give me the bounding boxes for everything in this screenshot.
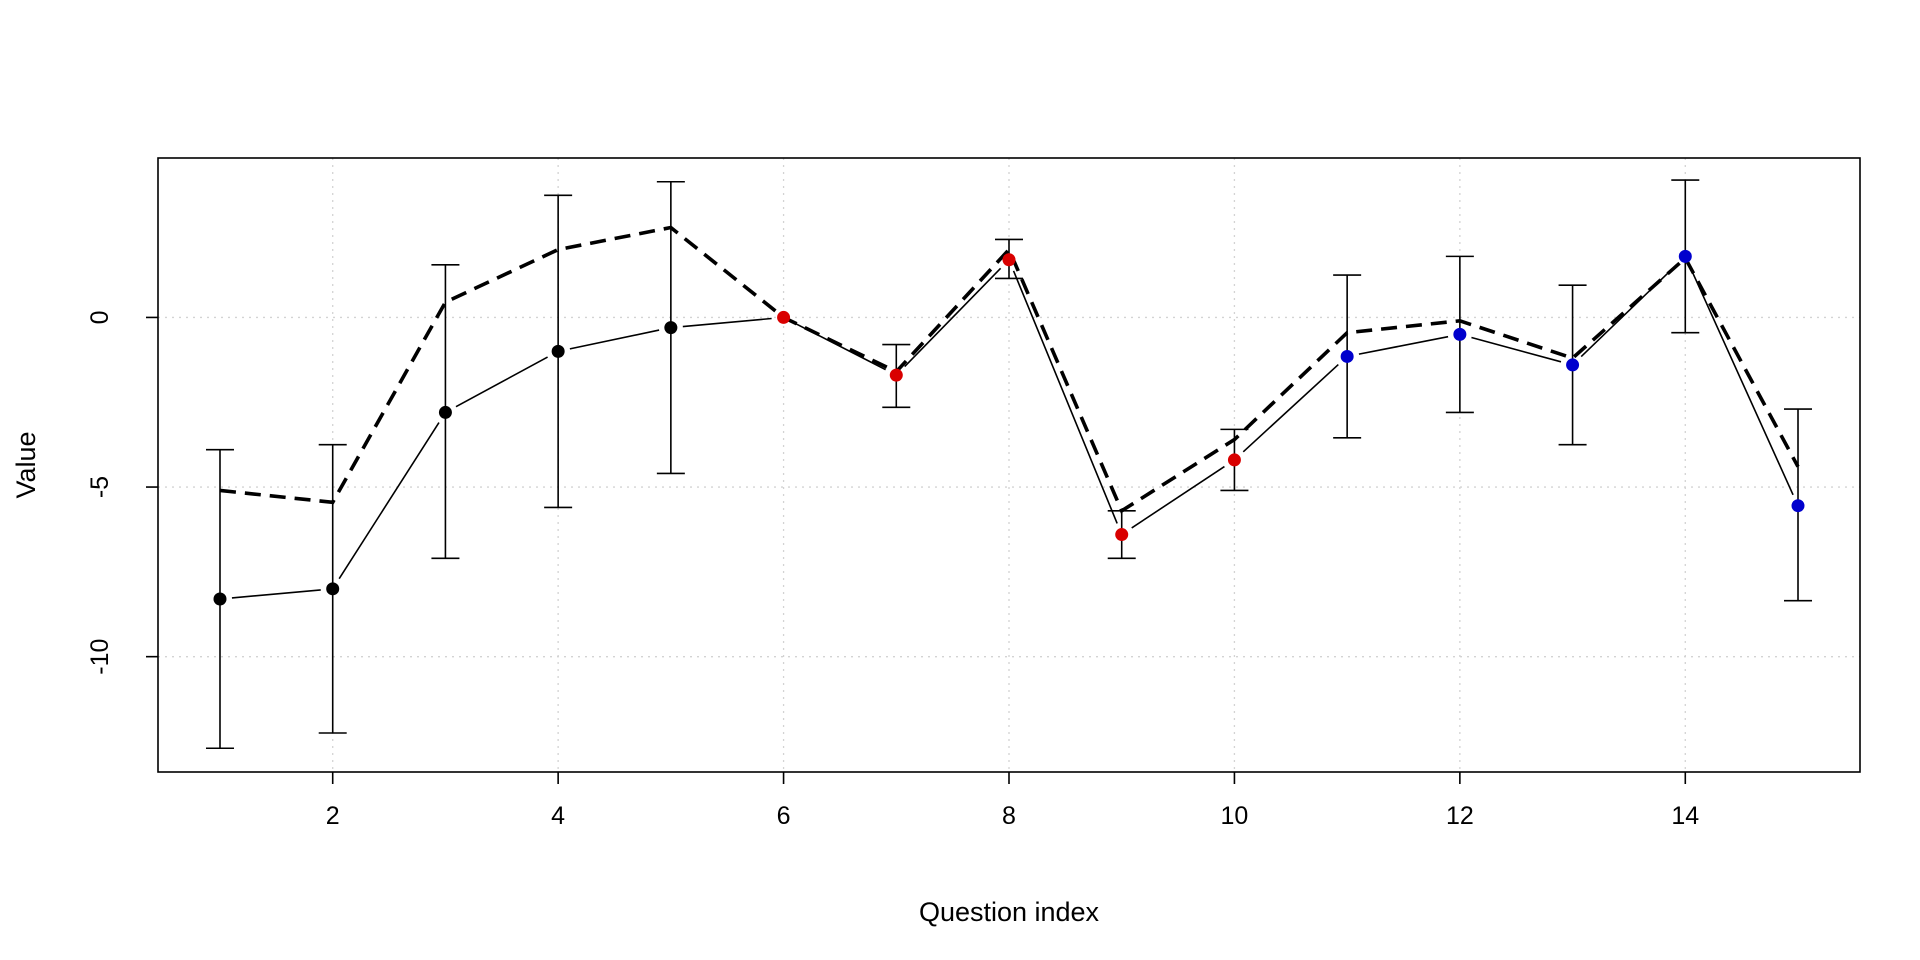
data-point: [1115, 528, 1129, 542]
solid-series-segment: [231, 589, 321, 599]
solid-series-segment: [682, 317, 772, 328]
y-tick-label: -10: [86, 639, 114, 675]
solid-series-segment: [455, 356, 548, 408]
data-point: [777, 310, 791, 324]
solid-series-segment: [1689, 266, 1794, 496]
y-axis: -10 -5 0: [86, 310, 158, 675]
y-axis-title: Value: [11, 431, 41, 498]
x-tick-label: 6: [777, 802, 791, 830]
x-tick-label: 2: [326, 802, 340, 830]
data-point: [438, 405, 452, 419]
y-tick-label: 0: [86, 310, 114, 324]
data-point: [1678, 249, 1692, 263]
solid-series-segment: [569, 329, 660, 350]
series-lines: [219, 225, 1800, 599]
x-tick-label: 12: [1446, 802, 1474, 830]
x-axis-title: Question index: [919, 897, 1100, 927]
solid-series-segment: [793, 322, 886, 371]
solid-series-segment: [1242, 363, 1339, 453]
data-point: [1566, 358, 1580, 372]
solid-series-segment: [1580, 264, 1678, 358]
data-points: [213, 249, 1805, 606]
x-tick-label: 4: [551, 802, 565, 830]
data-point: [889, 368, 903, 382]
solid-series-segment: [1358, 335, 1449, 355]
y-tick-label: -5: [86, 476, 114, 498]
data-point: [1002, 253, 1016, 267]
data-point: [664, 321, 678, 335]
x-tick-label: 10: [1221, 802, 1249, 830]
data-point: [1340, 349, 1354, 363]
data-point: [1791, 499, 1805, 513]
solid-series-segment: [1471, 336, 1562, 363]
data-point: [551, 344, 565, 358]
x-tick-label: 14: [1671, 802, 1699, 830]
solid-series-segment: [1012, 270, 1118, 524]
data-point: [1453, 327, 1467, 341]
dashed-series-line: [219, 225, 1800, 514]
x-axis: 2 4 6 8 10 12 14: [326, 772, 1699, 830]
data-point: [1227, 453, 1241, 467]
data-point: [213, 592, 227, 606]
solid-series-segment: [338, 422, 440, 580]
data-point: [326, 582, 340, 596]
solid-series-segment: [904, 267, 1002, 368]
x-tick-label: 8: [1002, 802, 1016, 830]
solid-series-segment: [1131, 465, 1225, 529]
